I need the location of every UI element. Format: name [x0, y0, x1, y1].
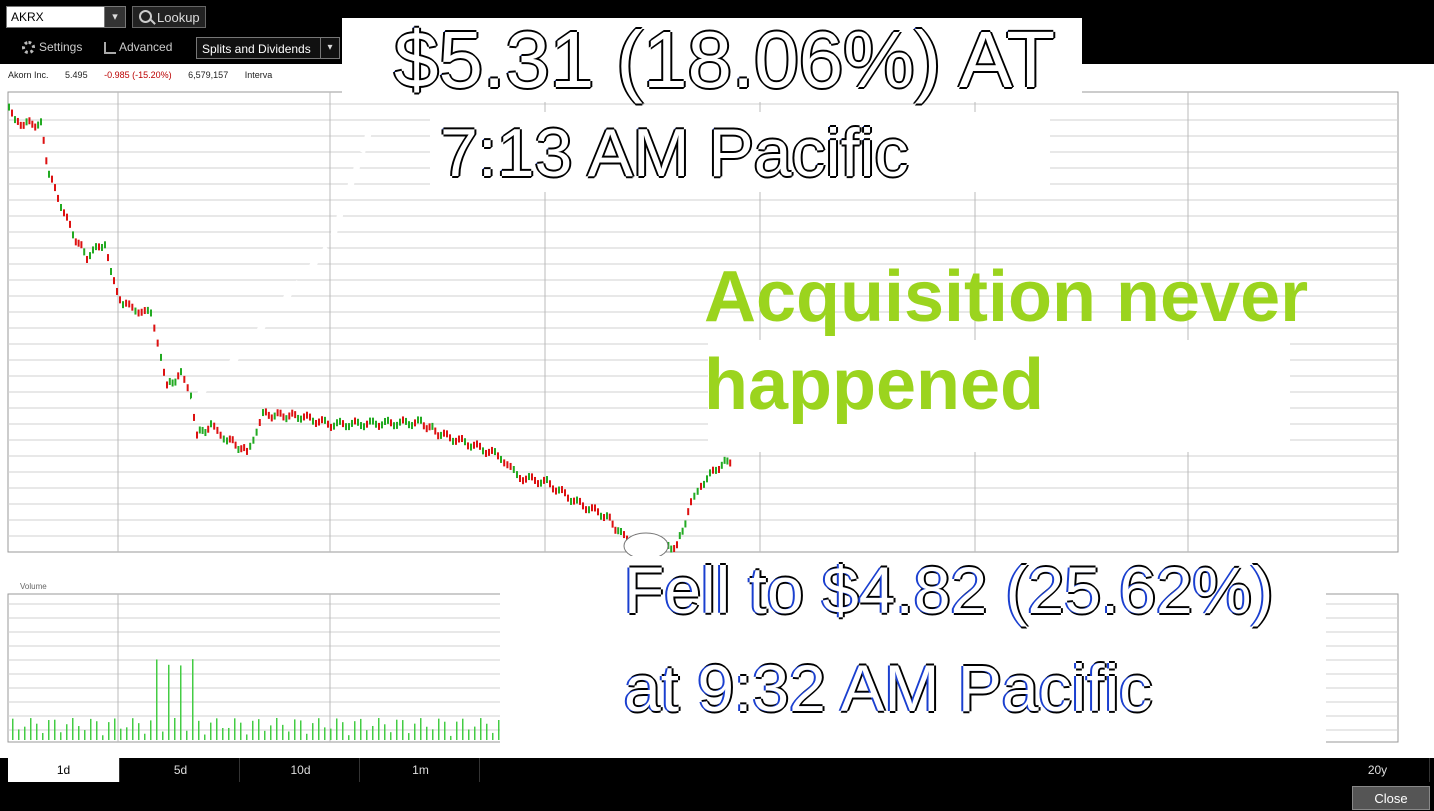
- range-1d[interactable]: 1d: [8, 758, 120, 782]
- range-bar: 1d 5d 10d 1m 20y Close: [0, 758, 1434, 811]
- overlay-box: [430, 112, 1050, 192]
- annotation-arrow: [177, 123, 375, 417]
- range-10d[interactable]: 10d: [242, 758, 360, 782]
- splits-label: Splits and Dividends: [202, 42, 311, 56]
- annotation-note: Acquisition never: [704, 257, 1309, 337]
- chevron-down-icon[interactable]: ▾: [104, 7, 125, 27]
- annotation-note-line2: happened: [704, 345, 1045, 425]
- overlay-box: [708, 340, 1290, 452]
- quote-last: 5.495: [65, 70, 88, 80]
- range-1m[interactable]: 1m: [362, 758, 480, 782]
- quote-row: Akorn Inc. 5.495 -0.985 (-15.20%) 6,579,…: [8, 70, 286, 80]
- advanced-label: Advanced: [119, 40, 173, 54]
- chart-icon: [104, 41, 116, 54]
- quote-name: Akorn Inc.: [8, 70, 49, 80]
- annotation-headline-time: 7:13 AM Pacific: [440, 115, 909, 191]
- settings-button[interactable]: Settings: [22, 40, 83, 55]
- volume-bars: [12, 659, 500, 740]
- close-button[interactable]: Close: [1352, 786, 1430, 810]
- advanced-button[interactable]: Advanced: [104, 40, 172, 54]
- lookup-button[interactable]: Lookup: [132, 6, 206, 28]
- volume-label: Volume: [20, 582, 47, 591]
- overlay-box: [342, 18, 1082, 102]
- quote-volume: 6,579,157: [188, 70, 229, 80]
- price-candles: [8, 103, 732, 553]
- lookup-label: Lookup: [157, 10, 200, 25]
- annotation-headline: $5.31 (18.06%) AT: [394, 15, 1056, 104]
- range-5d[interactable]: 5d: [122, 758, 240, 782]
- splits-dividends-select[interactable]: Splits and Dividends ▾: [196, 37, 340, 59]
- symbol-value: AKRX: [11, 10, 44, 24]
- quote-interval: Interva: [244, 70, 273, 80]
- symbol-input[interactable]: AKRX ▾: [6, 6, 126, 28]
- gear-icon: [22, 41, 35, 55]
- chevron-down-icon[interactable]: ▾: [320, 38, 339, 58]
- range-20y[interactable]: 20y: [1326, 758, 1430, 782]
- quote-change: -0.985 (-15.20%): [104, 70, 172, 80]
- annotation-fell-time: at 9:32 AM Pacific: [624, 651, 1153, 725]
- annotation-fell: Fell to $4.82 (25.62%): [624, 553, 1274, 627]
- search-icon: [139, 10, 152, 23]
- settings-label: Settings: [39, 40, 83, 54]
- overlay-box: [500, 556, 1326, 796]
